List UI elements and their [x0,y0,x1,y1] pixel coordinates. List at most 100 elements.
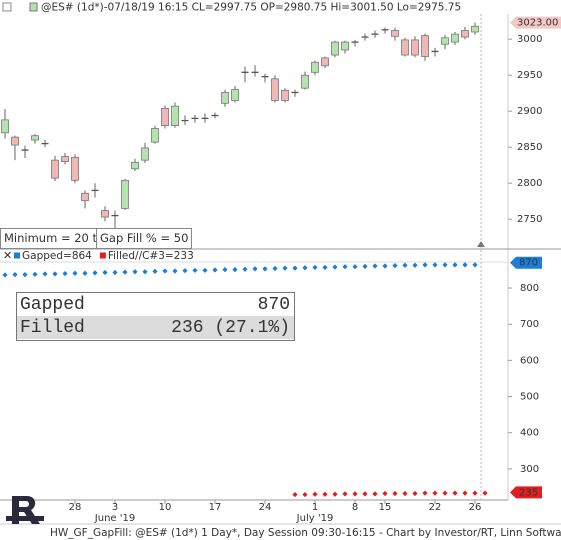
value-marker [510,486,542,499]
x-month-label: July '19 [296,513,334,524]
header-icon [2,2,12,12]
candle-body [411,39,419,56]
data-point [122,269,128,275]
candle-body [271,78,279,101]
candle-body [331,41,339,56]
data-point [62,270,68,277]
legend-swatch [14,252,20,259]
candle-body [401,39,409,56]
y-tick-label: 2800 [517,178,542,189]
candle-body [321,57,329,67]
data-point [432,490,438,496]
x-tick-label: 24 [259,502,272,513]
candle-body [11,136,19,146]
value-marker-label: 870 [519,258,538,269]
y-tick-label: 700 [520,319,539,330]
data-point [192,267,198,273]
annotation: Minimum = 20 t [4,231,98,245]
data-point [112,269,118,276]
data-point [482,490,488,496]
last-price-box [516,16,561,29]
x-tick-label: 28 [69,502,82,513]
data-point [262,266,268,272]
x-tick-label: 3 [112,502,118,513]
close-icon[interactable]: ✕ [3,249,12,262]
data-point [402,490,408,497]
summary-value: 236 (27.1%) [171,318,290,338]
last-price-pointer [510,16,516,29]
data-point [302,491,308,498]
data-point [362,491,368,497]
data-point [222,266,228,273]
data-point [162,268,168,274]
legend-swatch [99,252,106,259]
candle-body [171,105,179,127]
candle-body [81,192,89,201]
candle-body [301,74,309,89]
candle-body [391,30,399,37]
data-point [22,272,28,278]
data-point [182,268,188,274]
data-point [172,268,178,274]
data-point [332,491,338,497]
cursor-marker [477,241,485,247]
header-icon [29,2,38,12]
data-point [42,271,48,277]
candle-body [151,128,159,143]
data-point [322,491,328,497]
summary-label: Gapped [20,295,85,315]
data-point [342,264,348,270]
data-point [12,272,18,278]
data-point [72,270,78,276]
data-point [442,490,448,496]
candle-body [421,35,429,57]
data-point [2,272,8,278]
data-point [452,490,458,496]
data-point [152,268,158,275]
candle-body [101,210,109,218]
data-point [332,264,338,270]
data-point [392,490,398,497]
data-point [372,263,378,269]
data-point [382,263,388,269]
y-tick-label: 800 [520,283,539,294]
data-point [402,262,408,268]
y-tick-label: 600 [520,355,539,366]
data-point [362,263,368,269]
x-tick-label: 26 [469,502,482,513]
candle-body [221,92,229,104]
x-tick-label: 22 [429,502,442,513]
data-point [372,491,378,497]
candle-body [451,33,459,43]
data-point [252,266,258,272]
candle-body [131,161,139,170]
data-point [392,263,398,269]
data-point [142,269,148,275]
data-point [282,265,288,271]
x-tick-label: 17 [209,502,222,513]
candle-body [341,41,349,51]
data-point [302,265,308,271]
data-point [132,269,138,275]
header-title: @ES# (1d*)-07/18/19 16:15 CL=2997.75 OP=… [41,2,461,14]
data-point [462,262,468,268]
data-point [292,265,298,271]
data-point [82,270,88,276]
data-point [322,264,328,271]
summary-row-bg [17,316,294,339]
data-point [272,265,278,272]
candle-body [1,119,9,134]
data-point [352,264,358,270]
candle-body [161,107,169,127]
candle-body [121,179,129,209]
data-point [92,270,98,276]
candle-body [471,25,479,33]
data-point [202,267,208,273]
y-tick-label: 3000 [517,34,542,45]
y-tick-label: 500 [520,392,539,403]
data-point [472,490,478,496]
data-point [312,491,318,497]
x-tick-label: 10 [159,502,172,513]
data-point [312,264,318,271]
y-tick-label: 2950 [517,70,542,81]
